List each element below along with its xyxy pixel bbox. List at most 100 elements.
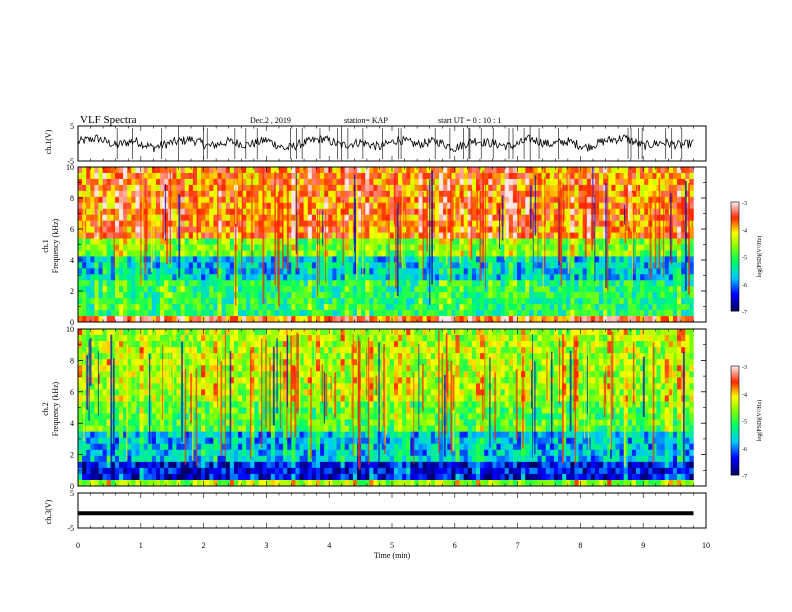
spectrogram-cell (422, 214, 428, 221)
spectrogram-cell (114, 298, 120, 305)
spectrogram-cell (615, 214, 620, 221)
spectrogram-cell (594, 178, 600, 186)
spectrogram-cell (635, 268, 641, 275)
ch1-waveform-panel: 5-5 (67, 122, 707, 166)
spectrogram-cell (402, 316, 407, 323)
spectrogram-cell (402, 274, 407, 281)
spectrogram-cell (348, 244, 354, 251)
spectrogram-cell (262, 316, 268, 323)
spectrogram-cell (279, 220, 284, 227)
spectrogram-cell (127, 208, 132, 215)
spectrogram-cell (254, 220, 259, 227)
spectrogram-cell (242, 286, 247, 293)
spectrogram-cell (414, 286, 419, 293)
spectrogram-cell (254, 178, 259, 186)
spectrogram-cell (102, 280, 108, 287)
spectrogram-cell (196, 220, 202, 227)
spectrogram-cell (533, 238, 538, 245)
spectrogram-cell (139, 437, 144, 445)
spectrogram-cell (131, 329, 136, 336)
spectrogram-cell (328, 172, 333, 180)
station-label: station= KAP (344, 116, 388, 125)
spectrogram-cell (119, 341, 124, 348)
spectrogram-cell (648, 178, 653, 186)
spectrogram-cell (521, 172, 526, 180)
spectrogram-cell (98, 461, 103, 469)
spectrogram-cell (389, 256, 395, 263)
spectrogram-cell (439, 196, 444, 204)
spectrogram-cell (123, 208, 128, 215)
spectrogram-cell (242, 310, 247, 317)
spectrogram-cell (151, 292, 157, 299)
spectrogram-cell (377, 292, 382, 299)
spectrogram-cell (221, 316, 227, 323)
spectrogram-cell (459, 167, 464, 174)
spectrogram-cell (463, 196, 469, 204)
spectrogram-cell (98, 304, 103, 311)
spectrogram-cell (90, 383, 95, 390)
spectrogram-cell (393, 304, 399, 311)
spectrogram-cell (422, 238, 428, 245)
spectrogram-cell (90, 202, 95, 210)
spectrogram-cell (94, 455, 99, 463)
spectrogram-cell (652, 316, 657, 323)
spectrogram-cell (418, 208, 423, 215)
spectrogram-cell (131, 232, 136, 239)
spectrogram-cell (393, 172, 399, 180)
spectrogram-cell (385, 280, 391, 287)
spectrogram-cell (541, 262, 547, 269)
spectrogram-cell (119, 353, 124, 360)
spectrogram-cell (517, 274, 522, 281)
spectrogram-cell (291, 298, 296, 305)
spectrogram-cell (549, 286, 555, 293)
spectrogram-cell (188, 256, 194, 263)
spectrogram-cell (504, 298, 510, 305)
spectrogram-cell (102, 292, 108, 299)
spectrogram-cell (512, 232, 518, 239)
spectrogram-cell (508, 262, 514, 269)
spectrogram-cell (201, 244, 206, 251)
spectrogram-cell (299, 214, 304, 221)
spectrogram-cell (180, 250, 185, 257)
spectrogram-cell (644, 178, 649, 186)
spectrogram-cell (463, 232, 469, 239)
spectrogram-cell (86, 172, 91, 180)
spectrogram-cell (324, 190, 329, 198)
spectrogram-cell (274, 226, 280, 233)
spectrogram-cell (570, 262, 575, 269)
spectrogram-cell (652, 304, 657, 311)
spectrogram-cell (229, 238, 235, 245)
spectrogram-cell (135, 292, 140, 299)
spectrogram-cell (315, 292, 321, 299)
spectrogram-cell (570, 256, 575, 263)
spectrogram-cell (94, 280, 99, 287)
spectrogram-cell (467, 190, 473, 198)
spectrogram-cell (529, 316, 534, 323)
spectrogram-cell (430, 167, 436, 174)
spectrogram-cell (586, 214, 592, 221)
spectrogram-cell (434, 256, 440, 263)
spectrogram-cell (155, 461, 161, 469)
spectrogram-cell (533, 310, 538, 317)
spectrogram-cell (188, 250, 194, 257)
spectrogram-cell (668, 292, 674, 299)
spectrogram-cell (459, 304, 464, 311)
spectrogram-cell (475, 167, 481, 174)
spectrogram-cell (86, 316, 91, 323)
spectrogram-cell (209, 310, 214, 317)
spectrogram-cell (381, 226, 387, 233)
spectrogram-cell (533, 304, 538, 311)
spectrogram-cell (279, 304, 284, 311)
spectrogram-cell (114, 341, 120, 348)
spectrogram-cell (426, 304, 432, 311)
spectrogram-cell (459, 238, 464, 245)
spectrogram-cell (176, 467, 181, 475)
spectrogram-cell (607, 202, 612, 210)
spectrogram-cell (172, 437, 177, 445)
spectrogram-cell (582, 262, 588, 269)
spectrogram-cell (258, 190, 263, 198)
spectrogram-cell (611, 184, 616, 192)
spectrogram-cell (135, 184, 140, 192)
spectrogram-cell (389, 202, 395, 210)
spectrogram-cell (677, 238, 682, 245)
